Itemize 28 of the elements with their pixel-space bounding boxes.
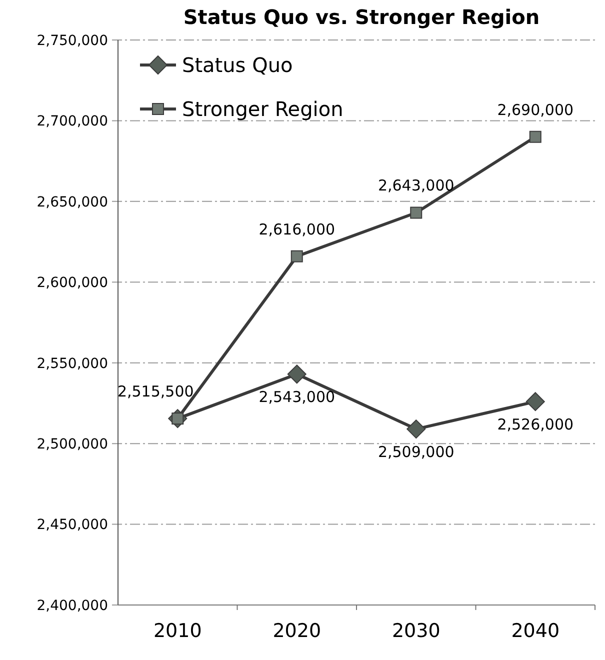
data-label: 2,526,000 xyxy=(497,416,574,434)
y-tick-label: 2,700,000 xyxy=(36,114,108,130)
x-tick-label: 2040 xyxy=(511,620,560,642)
y-tick-label: 2,750,000 xyxy=(36,32,108,49)
point xyxy=(529,130,542,143)
x-tick-label: 2030 xyxy=(392,620,440,642)
point xyxy=(410,206,422,219)
point xyxy=(526,392,545,412)
data-label: 2,616,000 xyxy=(258,220,336,238)
y-tick-label: 2,500,000 xyxy=(36,436,108,452)
data-label: 2,543,000 xyxy=(258,388,336,406)
chart-title: Status Quo vs. Stronger Region xyxy=(183,5,540,29)
point xyxy=(287,364,306,384)
y-tick-label: 2,400,000 xyxy=(36,598,108,614)
data-label: 2,515,500 xyxy=(117,382,194,401)
y-tick-label: 2,550,000 xyxy=(36,356,108,372)
data-label: 2,643,000 xyxy=(378,176,454,195)
data-label: 2,690,000 xyxy=(497,100,574,119)
data-label: 2,509,000 xyxy=(378,443,454,462)
y-tick-label: 2,650,000 xyxy=(36,194,108,210)
legend-label: Status Quo xyxy=(182,53,293,77)
y-tick-label: 2,600,000 xyxy=(36,275,108,292)
y-tick-label: 2,450,000 xyxy=(36,517,108,534)
x-tick-label: 2020 xyxy=(272,620,322,642)
legend-label: Stronger Region xyxy=(182,97,344,121)
point xyxy=(406,420,426,439)
x-tick-label: 2010 xyxy=(153,620,202,642)
point xyxy=(290,250,303,262)
